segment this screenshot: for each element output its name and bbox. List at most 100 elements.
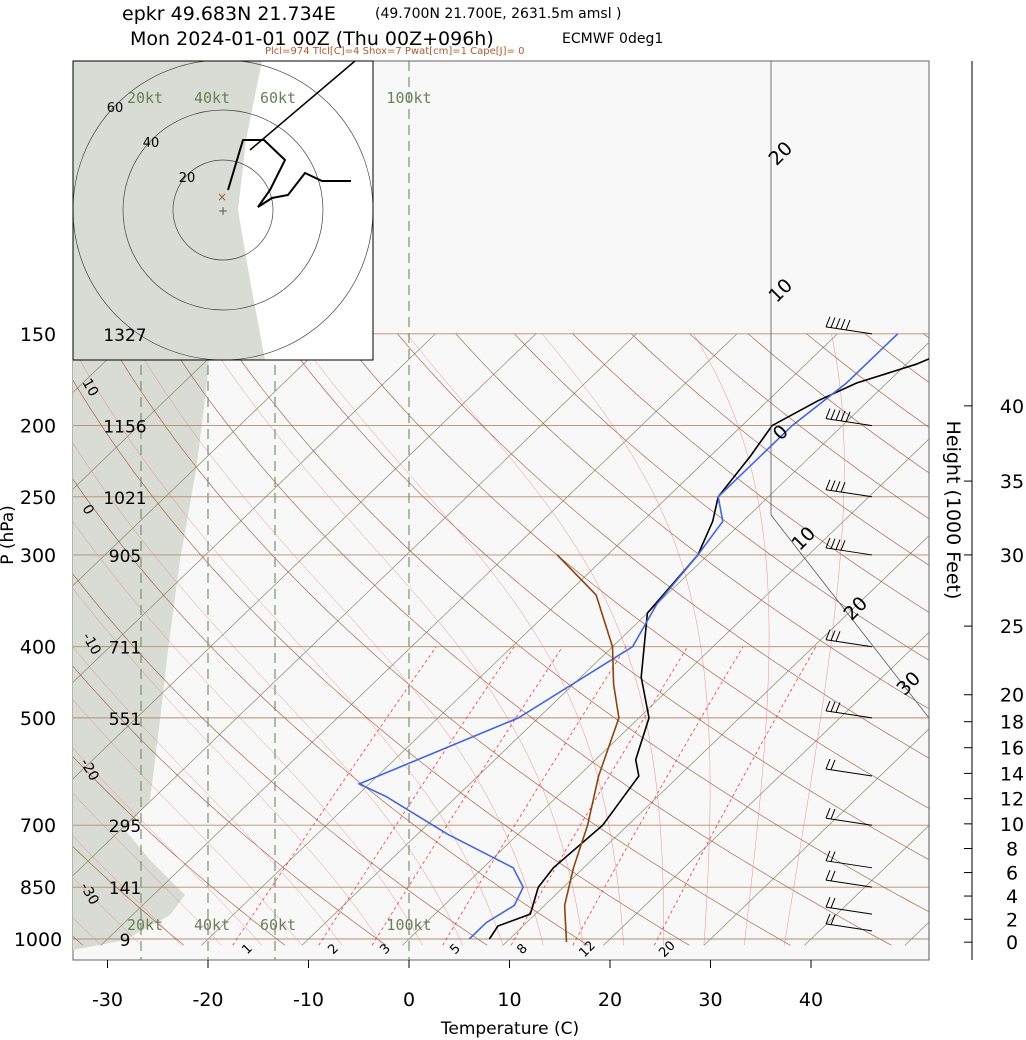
mixing-ratio-12 (572, 646, 744, 946)
wind-speed-label: 40kt (194, 89, 230, 107)
moist-adiabat--14 (73, 747, 262, 946)
wind-barb (825, 408, 873, 427)
height-m-label: 1327 (103, 326, 146, 346)
wind-barb-flag (845, 411, 851, 422)
wind-barb-flag (830, 480, 836, 491)
height-tick-label: 40 (1000, 396, 1024, 418)
wind-barb (825, 808, 873, 826)
pressure-tick-label: 300 (20, 545, 56, 567)
hodo-ring-20 (172, 159, 274, 261)
series-parcel (556, 554, 620, 943)
wind-barb (825, 479, 873, 498)
upper-temperature-segment (249, 60, 356, 151)
moist-adiabat--26 (73, 877, 142, 946)
moist-adiabat-26 (406, 333, 665, 946)
moist-adiabat-10 (73, 347, 504, 946)
isotherm-30 (703, 728, 929, 946)
isotherm-40 (804, 825, 929, 946)
wind-barb-flag (825, 479, 831, 490)
height-tick-label: 18 (1000, 712, 1024, 734)
y-axis-label: P (hPa) (0, 505, 18, 565)
wind-barb-flag (825, 316, 831, 328)
dry-adiabat-260 (73, 756, 286, 946)
pressure-tick-label: 1000 (14, 929, 62, 951)
wind-barb-staff (825, 860, 873, 869)
wind-barb-flag (835, 631, 841, 642)
moist-adiabat--2 (73, 588, 383, 946)
wind-barb-flag (825, 537, 831, 549)
wind-barb-flag (830, 851, 836, 862)
isotherm--80 (73, 333, 235, 490)
moist-adiabat-34 (693, 333, 770, 946)
isotherm-10 (502, 535, 929, 946)
wind-barb-flag (825, 808, 831, 819)
wind-speed-label: 100kt (386, 916, 431, 934)
x-tick-label: -30 (92, 989, 123, 1011)
chart-title-location: (49.700N 21.700E, 2631.5m amsl ) (375, 6, 622, 22)
pressure-tick-label: 400 (20, 637, 56, 659)
dry-adiabat-380 (514, 333, 929, 661)
wind-barb-flag (825, 913, 831, 925)
series-dewpoint (357, 333, 899, 940)
isotherm--20 (201, 333, 838, 946)
plot-area: ×+ (72, 60, 930, 961)
wind-barb-flag (830, 317, 836, 328)
height-m-label: 141 (109, 879, 141, 899)
height-m-label: 9 (120, 931, 131, 951)
height-tick-label: 16 (1000, 738, 1024, 760)
dry-adiabat-280 (73, 573, 488, 946)
height-m-label: 295 (109, 817, 141, 837)
moist-adiabat-6 (73, 442, 463, 946)
dry-adiabat-350 (338, 333, 929, 809)
wind-speed-label: 60kt (260, 89, 296, 107)
wind-barb-flag (830, 701, 836, 712)
dry-adiabat-label: 10 (79, 376, 102, 399)
wind-barb-flag (830, 630, 836, 641)
dry-adiabat-370 (455, 333, 929, 710)
series-temperature (488, 357, 929, 940)
indices-label: Plcl=974 Tlcl[C]=4 Shox=7 Pwat[cm]=1 Cap… (265, 46, 524, 57)
height-tick-label: 25 (1000, 616, 1024, 638)
height-tick-label: 2 (1006, 909, 1018, 931)
wind-barb-flag (845, 319, 851, 331)
wind-barb (825, 869, 873, 888)
x-tick-label: 10 (497, 989, 521, 1011)
moist-adiabat--10 (73, 699, 303, 946)
height-tick-label: 35 (1000, 471, 1024, 493)
chart-subtitle: Mon 2024-01-01 00Z (Thu 00Z+096h) (130, 28, 494, 50)
wind-barb-staff (825, 817, 873, 826)
x-axis-label: Temperature (C) (440, 1019, 579, 1039)
height-tick-label: 20 (1000, 685, 1024, 707)
wind-barb-flag (825, 700, 831, 712)
wind-barb-flag (835, 481, 841, 492)
pressure-tick-label: 850 (20, 877, 56, 899)
wind-barb-flag (825, 629, 831, 640)
model-label: ECMWF 0deg1 (562, 31, 663, 47)
wind-barb-flag (825, 850, 831, 862)
height-m-label: 1156 (103, 418, 146, 438)
pressure-tick-label: 150 (20, 324, 56, 346)
wind-barb-flag (830, 409, 836, 420)
hodo-ring-label: 60 (107, 101, 124, 116)
hodo-storm-mark: × (217, 190, 227, 204)
hodo-ring-label: 20 (179, 171, 196, 186)
dry-adiabat-270 (73, 665, 387, 946)
wind-barb-staff (825, 879, 873, 888)
isotherm--10 (301, 341, 929, 946)
height-m-label: 711 (109, 639, 141, 659)
wind-barb-flag (835, 702, 841, 713)
wind-barb (825, 629, 873, 648)
wind-barb (825, 896, 873, 915)
wind-barb-flag (840, 319, 846, 330)
wind-speed-label: 60kt (260, 916, 296, 934)
wind-speed-label: 40kt (194, 916, 230, 934)
moist-adiabat--18 (73, 793, 222, 946)
height-m-label: 1021 (103, 489, 146, 509)
wind-barb-flag (830, 808, 836, 820)
dry-adiabat-250 (73, 846, 185, 946)
wind-barb-flag (825, 408, 831, 419)
isotherm--30 (100, 333, 738, 946)
height-tick-label: 6 (1006, 863, 1018, 885)
hodo-ring-40 (122, 109, 324, 311)
